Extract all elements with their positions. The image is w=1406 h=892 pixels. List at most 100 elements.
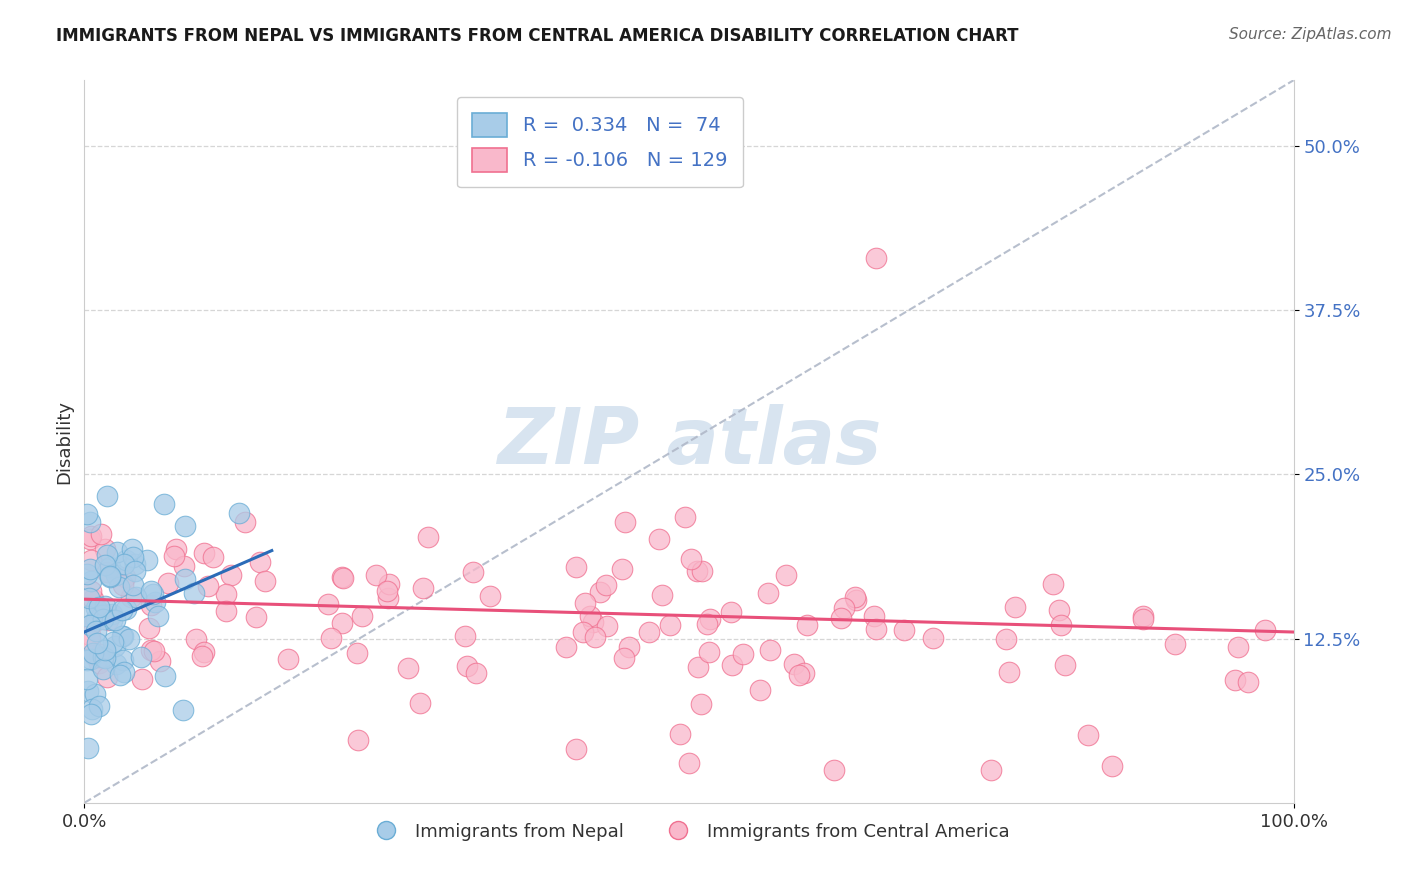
Point bbox=[830, 611, 852, 625]
Point bbox=[77, 591, 100, 606]
Point bbox=[131, 672, 153, 686]
Point bbox=[678, 756, 700, 771]
Point bbox=[76, 684, 98, 698]
Point bbox=[108, 667, 131, 681]
Point bbox=[183, 586, 205, 600]
Point bbox=[96, 670, 118, 684]
Point bbox=[578, 608, 600, 623]
Point bbox=[1042, 577, 1064, 591]
Point bbox=[84, 687, 107, 701]
Point bbox=[117, 632, 139, 646]
Point bbox=[112, 558, 135, 572]
Point bbox=[648, 532, 671, 546]
Point bbox=[375, 583, 398, 598]
Point bbox=[93, 650, 115, 665]
Point bbox=[1132, 608, 1154, 623]
Point bbox=[197, 579, 219, 593]
Point bbox=[173, 558, 195, 573]
Point bbox=[731, 648, 754, 662]
Point bbox=[893, 623, 915, 637]
Point bbox=[84, 624, 107, 639]
Point bbox=[82, 646, 104, 660]
Point bbox=[637, 624, 659, 639]
Point bbox=[350, 609, 373, 624]
Point bbox=[346, 732, 368, 747]
Point bbox=[574, 596, 596, 610]
Point bbox=[690, 564, 713, 578]
Point bbox=[619, 640, 641, 654]
Point bbox=[156, 575, 179, 590]
Point bbox=[94, 607, 117, 622]
Point bbox=[409, 696, 432, 710]
Point bbox=[202, 549, 225, 564]
Point bbox=[668, 727, 690, 741]
Point bbox=[193, 645, 215, 659]
Point bbox=[681, 552, 703, 566]
Point bbox=[377, 591, 399, 605]
Point bbox=[80, 529, 103, 543]
Point bbox=[1004, 599, 1026, 614]
Point bbox=[1047, 603, 1070, 617]
Point bbox=[146, 608, 169, 623]
Point bbox=[142, 644, 165, 658]
Point bbox=[122, 578, 145, 592]
Point bbox=[76, 608, 98, 623]
Point bbox=[83, 648, 105, 662]
Point bbox=[101, 635, 124, 649]
Point bbox=[100, 607, 122, 621]
Point bbox=[87, 698, 110, 713]
Point bbox=[77, 741, 100, 756]
Point bbox=[321, 632, 343, 646]
Point bbox=[165, 541, 187, 556]
Point bbox=[582, 615, 605, 630]
Point bbox=[316, 598, 339, 612]
Point bbox=[228, 506, 250, 520]
Point bbox=[107, 580, 129, 594]
Point bbox=[83, 614, 105, 628]
Point bbox=[94, 650, 117, 665]
Point bbox=[94, 542, 117, 557]
Point bbox=[1132, 612, 1154, 626]
Point bbox=[139, 642, 162, 657]
Point bbox=[79, 618, 101, 632]
Point bbox=[80, 652, 103, 666]
Point bbox=[193, 546, 215, 560]
Point bbox=[112, 665, 135, 680]
Point bbox=[76, 653, 98, 667]
Point bbox=[863, 609, 886, 624]
Point bbox=[98, 559, 121, 574]
Point bbox=[844, 591, 866, 605]
Point bbox=[79, 533, 101, 547]
Point bbox=[696, 616, 718, 631]
Point bbox=[139, 583, 162, 598]
Point bbox=[79, 628, 101, 642]
Point bbox=[690, 698, 713, 712]
Point bbox=[697, 645, 720, 659]
Point bbox=[1054, 657, 1077, 672]
Point bbox=[105, 567, 128, 582]
Point bbox=[845, 593, 868, 607]
Point bbox=[143, 595, 166, 609]
Point bbox=[565, 741, 588, 756]
Point bbox=[115, 601, 138, 615]
Point bbox=[332, 571, 354, 585]
Point bbox=[96, 565, 118, 579]
Point bbox=[80, 553, 103, 567]
Point bbox=[138, 621, 160, 635]
Point bbox=[139, 599, 162, 613]
Point bbox=[832, 601, 855, 615]
Point bbox=[141, 587, 163, 601]
Point bbox=[111, 629, 134, 643]
Text: IMMIGRANTS FROM NEPAL VS IMMIGRANTS FROM CENTRAL AMERICA DISABILITY CORRELATION : IMMIGRANTS FROM NEPAL VS IMMIGRANTS FROM… bbox=[56, 27, 1019, 45]
Point bbox=[571, 625, 593, 640]
Point bbox=[190, 649, 212, 664]
Point bbox=[346, 646, 368, 660]
Point bbox=[101, 613, 124, 627]
Point bbox=[90, 607, 112, 622]
Point bbox=[111, 603, 134, 617]
Point bbox=[245, 610, 267, 624]
Point bbox=[93, 612, 115, 626]
Point bbox=[125, 590, 148, 604]
Point bbox=[1164, 637, 1187, 651]
Point bbox=[76, 507, 98, 521]
